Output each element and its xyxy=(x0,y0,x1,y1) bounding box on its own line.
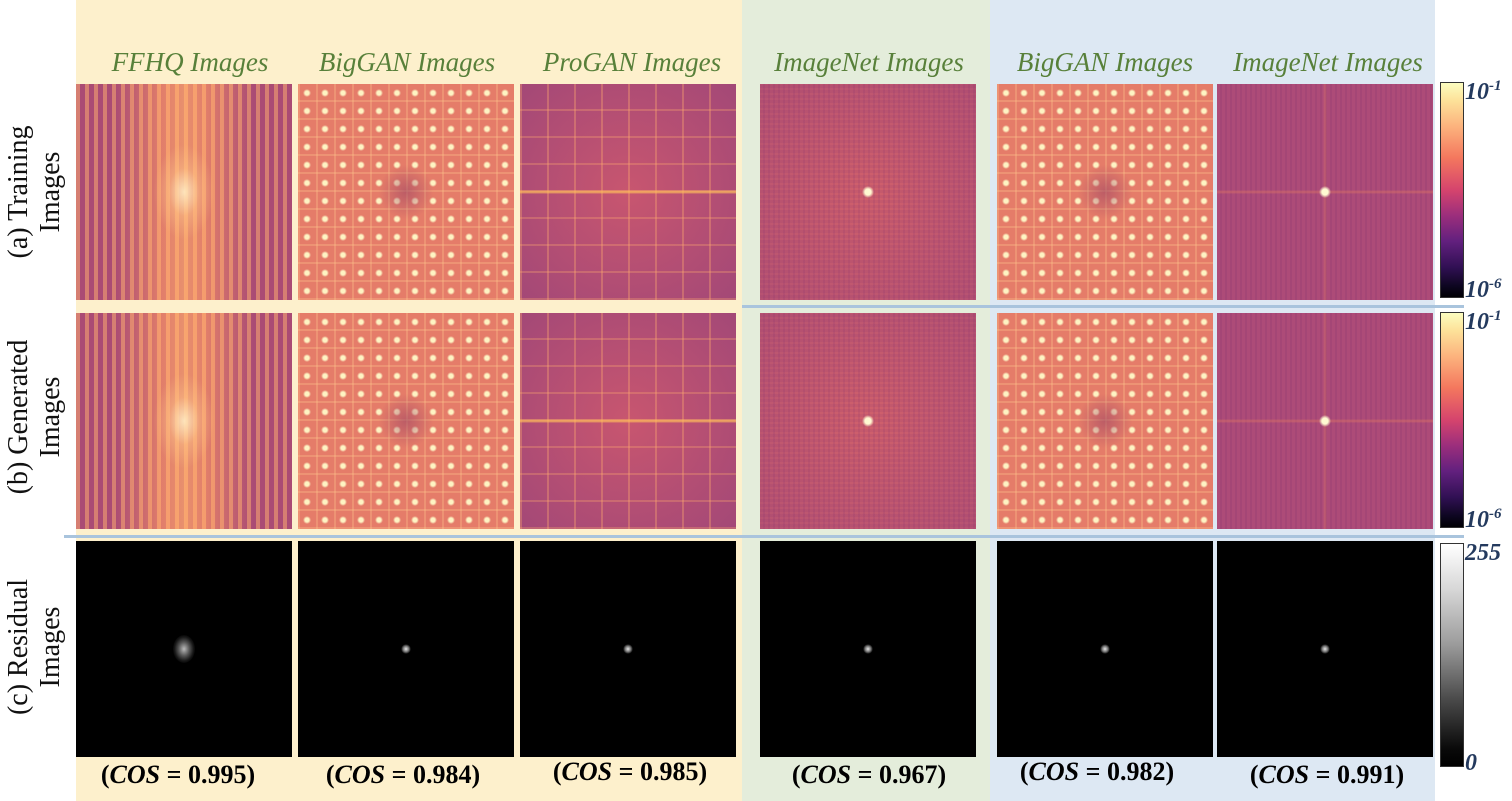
row-label-generated: (b) Generated Images xyxy=(3,307,67,527)
column-title-biggan: BigGAN Images xyxy=(318,47,496,77)
row-label-training-line2: Images xyxy=(35,151,66,233)
residual-biggan xyxy=(298,541,514,757)
spectrum-generated-ffhq xyxy=(76,313,292,529)
cos-caption-biggan: (COS = 0.984) xyxy=(325,760,481,789)
cos-caption-biggan-2: (COS = 0.982) xyxy=(1019,757,1175,786)
spectrum-training-biggan xyxy=(298,84,514,300)
row-label-generated-line2: Images xyxy=(35,376,66,458)
colorbar-exponent: -1 xyxy=(1489,78,1502,94)
spectrum-training-progan xyxy=(520,84,736,300)
column-title-ffhq: FFHQ Images xyxy=(111,47,269,77)
cos-value: 0.967 xyxy=(878,760,938,789)
cos-label: COS xyxy=(1258,760,1310,789)
residual-ffhq xyxy=(76,541,292,757)
residual-progan xyxy=(520,541,736,757)
cos-caption-ffhq: (COS = 0.995) xyxy=(100,760,256,789)
cos-value: 0.985 xyxy=(639,757,699,786)
cos-value: 0.984 xyxy=(412,760,472,789)
cos-caption-progan: (COS = 0.985) xyxy=(552,757,708,786)
colorbar-base: 10 xyxy=(1465,309,1489,335)
spectrum-generated-biggan xyxy=(298,313,514,529)
row-label-training-line1: (a) Training xyxy=(3,125,34,259)
spectrum-training-ffhq xyxy=(76,84,292,300)
row-divider-bottom xyxy=(64,535,1464,538)
colorbar-base: 10 xyxy=(1465,79,1489,105)
column-title-progan: ProGAN Images xyxy=(542,47,722,77)
cos-value: 0.991 xyxy=(1336,760,1396,789)
colorbar-gray-residual xyxy=(1440,543,1464,767)
colorbar-training-min-label: 10-6 xyxy=(1465,276,1502,304)
cos-label: COS xyxy=(1028,757,1080,786)
colorbar-exponent: -6 xyxy=(1489,506,1502,522)
colorbar-generated-max-label: 10-1 xyxy=(1465,308,1502,336)
row-label-training: (a) Training Images xyxy=(3,82,67,302)
colorbar-base: 10 xyxy=(1465,277,1489,303)
cos-label: COS xyxy=(109,760,161,789)
colorbar-residual-max-label: 255 xyxy=(1465,540,1501,566)
spectrum-generated-imagenet-2 xyxy=(1217,313,1433,529)
spectrum-generated-imagenet xyxy=(760,313,976,529)
spectrum-training-imagenet xyxy=(760,84,976,300)
row-label-residual-line1: (c) Residual xyxy=(3,578,34,716)
cos-label: COS xyxy=(334,760,386,789)
colorbar-training-max-label: 10-1 xyxy=(1465,78,1502,106)
spectrum-generated-biggan-2 xyxy=(997,313,1213,529)
row-label-residual-line2: Images xyxy=(35,606,66,688)
spectrum-training-imagenet-2 xyxy=(1217,84,1433,300)
cos-caption-imagenet: (COS = 0.967) xyxy=(791,760,947,789)
colorbar-exponent: -1 xyxy=(1489,308,1502,324)
colorbar-magma-training xyxy=(1440,82,1464,298)
cos-value: 0.995 xyxy=(187,760,247,789)
row-label-generated-line1: (b) Generated xyxy=(3,339,34,495)
colorbar-base: 10 xyxy=(1465,507,1489,533)
colorbar-exponent: -6 xyxy=(1489,276,1502,292)
cos-label: COS xyxy=(561,757,613,786)
colorbar-magma-generated xyxy=(1440,312,1464,528)
cos-value: 0.982 xyxy=(1106,757,1166,786)
spectrum-training-biggan-2 xyxy=(997,84,1213,300)
residual-imagenet-2 xyxy=(1217,541,1433,757)
cos-caption-imagenet-2: (COS = 0.991) xyxy=(1249,760,1405,789)
residual-biggan-2 xyxy=(997,541,1213,757)
colorbar-residual-min-label: 0 xyxy=(1465,750,1477,776)
colorbar-generated-min-label: 10-6 xyxy=(1465,506,1502,534)
cos-label: COS xyxy=(800,760,852,789)
column-title-imagenet: ImageNet Images xyxy=(774,47,964,77)
row-label-residual: (c) Residual Images xyxy=(3,537,67,757)
residual-imagenet xyxy=(760,541,976,757)
row-divider-top xyxy=(742,305,1464,308)
column-title-biggan-2: BigGAN Images xyxy=(1016,47,1194,77)
column-title-imagenet-2: ImageNet Images xyxy=(1233,47,1423,77)
spectrum-generated-progan xyxy=(520,313,736,529)
